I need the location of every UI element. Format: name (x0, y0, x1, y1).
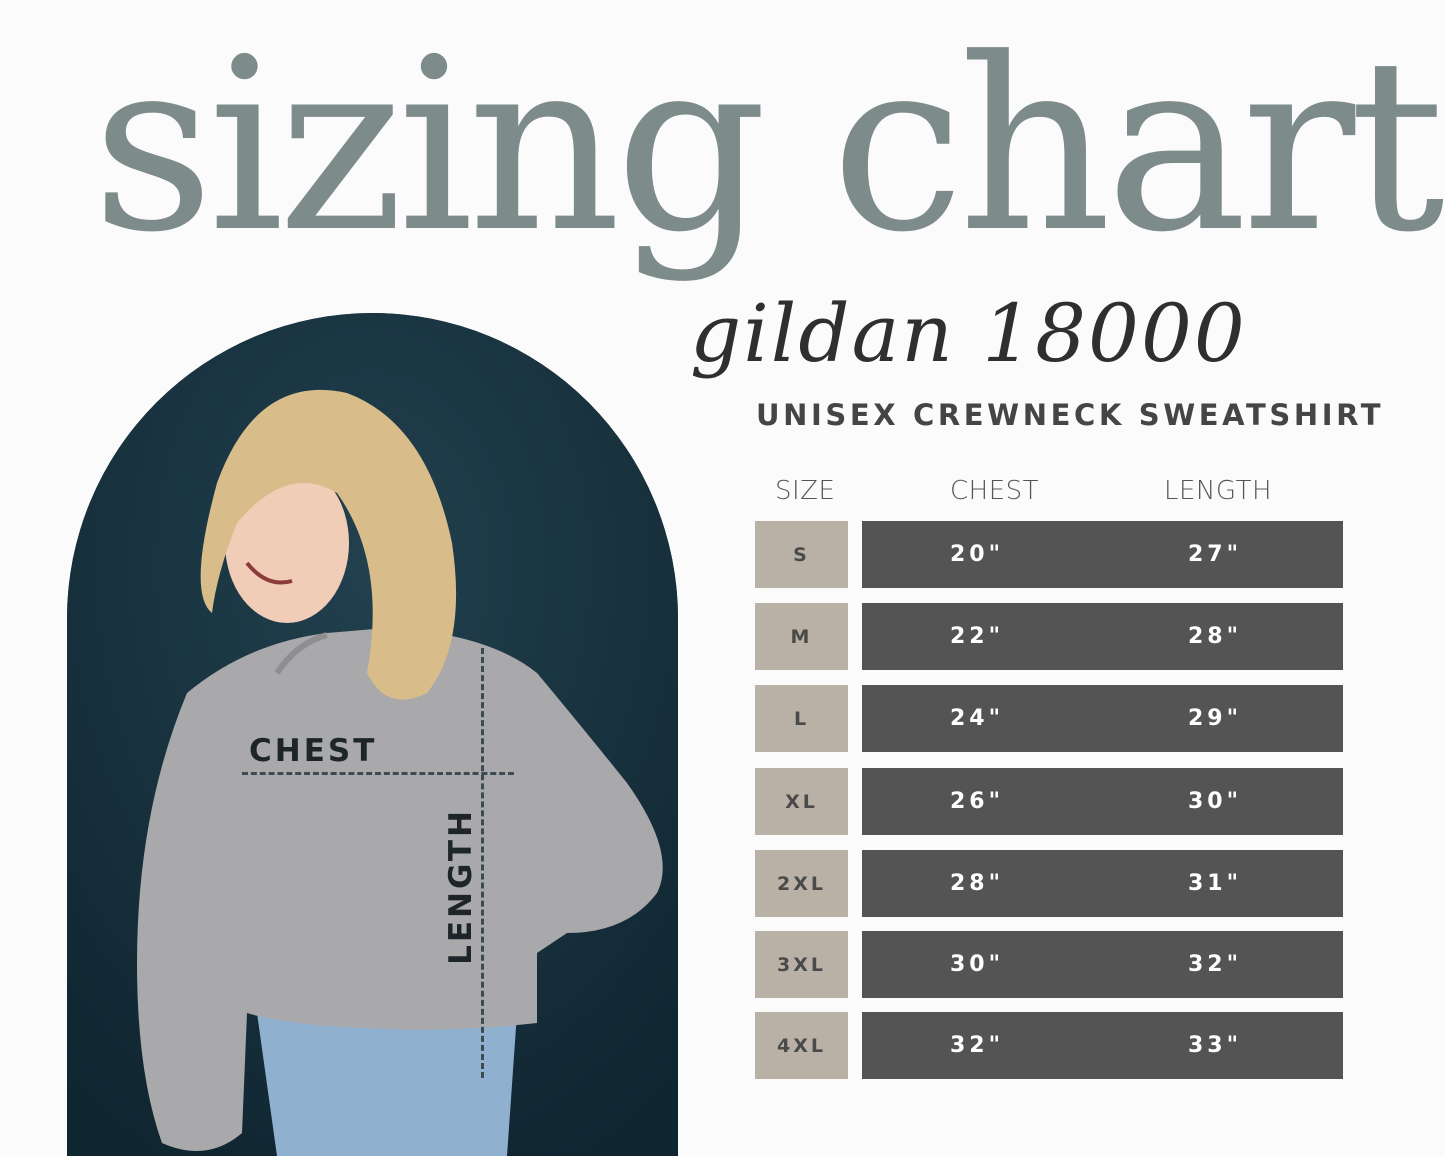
length-value: 33" (1188, 1033, 1243, 1058)
size-cell: 3XL (755, 931, 848, 998)
table-row: L 24" 29" (755, 685, 1343, 752)
brand-script-subtitle: gildan 18000 (690, 287, 1247, 380)
length-value: 32" (1188, 952, 1243, 977)
size-cell: XL (755, 768, 848, 835)
header-size: SIZE (775, 476, 836, 506)
length-value: 31" (1188, 871, 1243, 896)
table-row: 3XL 30" 32" (755, 931, 1343, 998)
table-row: M 22" 28" (755, 603, 1343, 670)
chest-label: CHEST (249, 733, 378, 769)
length-value: 28" (1188, 624, 1243, 649)
size-cell: 2XL (755, 850, 848, 917)
measurement-bar: 30" 32" (862, 931, 1343, 998)
measurement-bar: 22" 28" (862, 603, 1343, 670)
size-cell: S (755, 521, 848, 588)
model-illustration (67, 313, 678, 1156)
chest-value: 26" (950, 789, 1005, 814)
measurement-bar: 32" 33" (862, 1012, 1343, 1079)
measurement-bar: 24" 29" (862, 685, 1343, 752)
size-cell: M (755, 603, 848, 670)
table-row: S 20" 27" (755, 521, 1343, 588)
length-value: 27" (1188, 542, 1243, 567)
product-name: UNISEX CREWNECK SWEATSHIRT (756, 398, 1385, 432)
chest-value: 30" (950, 952, 1005, 977)
length-measure-line (481, 648, 484, 1078)
size-cell: 4XL (755, 1012, 848, 1079)
length-value: 29" (1188, 706, 1243, 731)
measurement-bar: 20" 27" (862, 521, 1343, 588)
chest-value: 24" (950, 706, 1005, 731)
chest-measure-line (242, 772, 514, 775)
table-row: 4XL 32" 33" (755, 1012, 1343, 1079)
table-row: 2XL 28" 31" (755, 850, 1343, 917)
length-value: 30" (1188, 789, 1243, 814)
length-label: LENGTH (443, 808, 479, 965)
chest-value: 20" (950, 542, 1005, 567)
chest-value: 28" (950, 871, 1005, 896)
chest-value: 32" (950, 1033, 1005, 1058)
table-row: XL 26" 30" (755, 768, 1343, 835)
header-chest: CHEST (950, 476, 1040, 506)
header-length: LENGTH (1164, 476, 1273, 506)
measurement-bar: 28" 31" (862, 850, 1343, 917)
model-photo: CHEST LENGTH (67, 313, 678, 1156)
chest-value: 22" (950, 624, 1005, 649)
size-cell: L (755, 685, 848, 752)
measurement-bar: 26" 30" (862, 768, 1343, 835)
page-title: sizing chart (92, 8, 1445, 285)
